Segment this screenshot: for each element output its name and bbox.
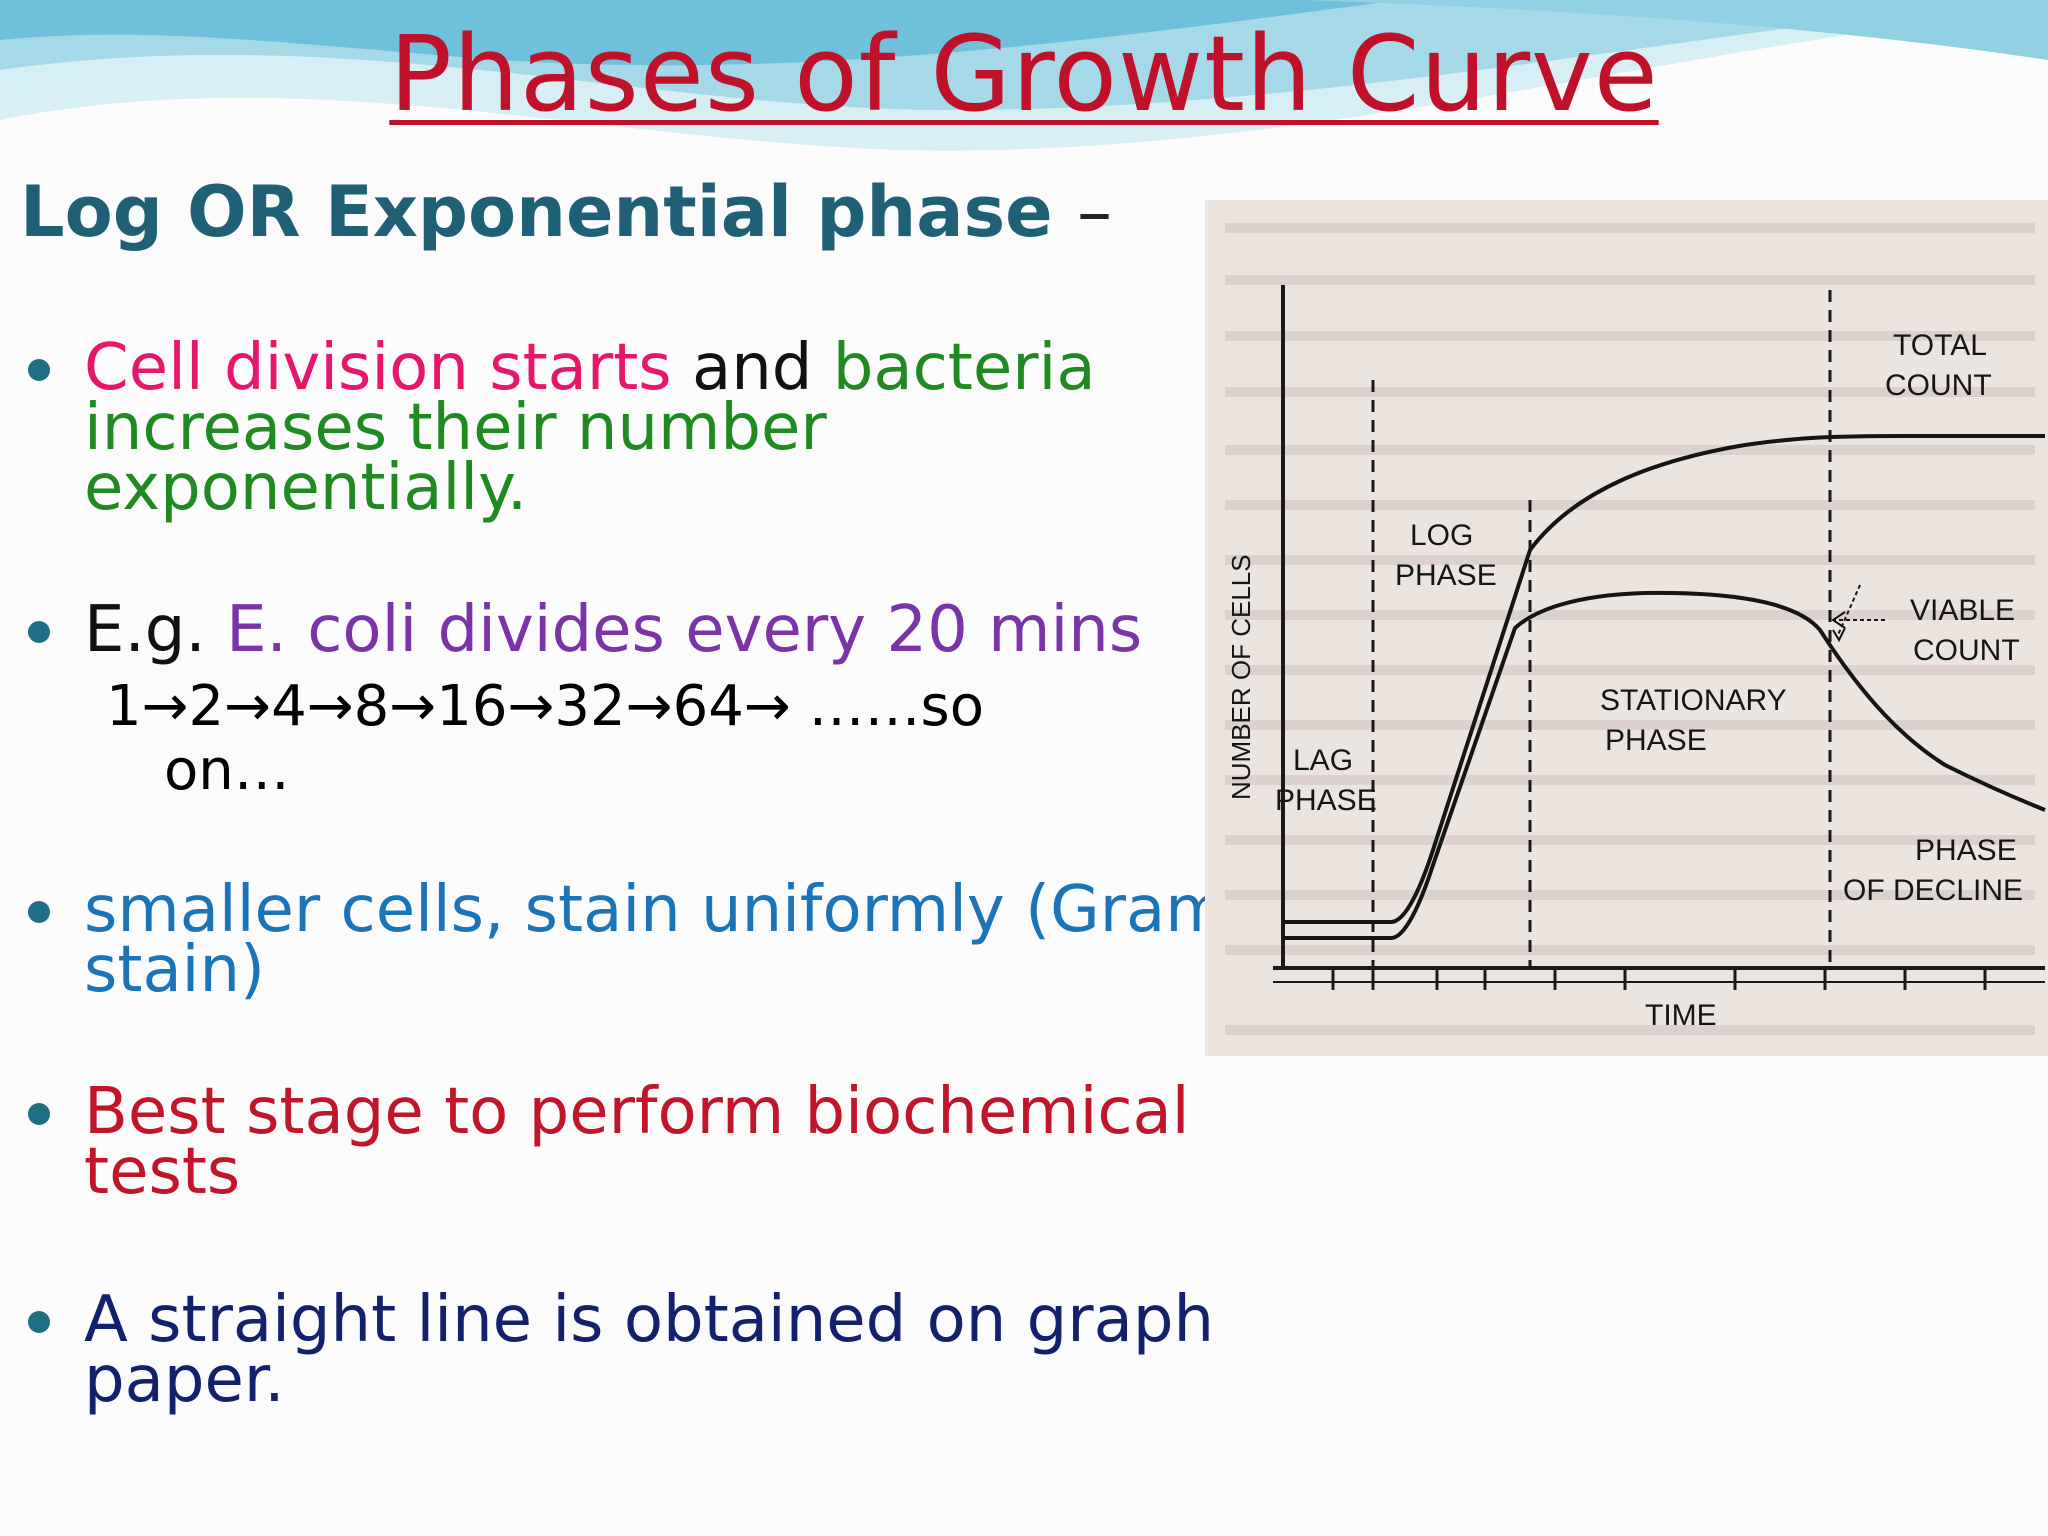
page-title-text: Phases of Growth Curve [389,13,1659,135]
total-count-arrowhead-icon [1832,627,1846,643]
phase-label-decline: PHASE [1915,834,2017,867]
phase-label-log-2: PHASE [1395,559,1497,592]
bullet-dot-icon [28,901,50,923]
bullet-span: E. coli divides every 20 mins [226,593,1143,667]
bullet-dot-icon [28,359,50,381]
section-heading-dash: – [1077,171,1113,253]
bullet-span: Cell division starts [84,331,672,405]
bullet-dot-icon [28,1311,50,1333]
phase-label-stationary-2: PHASE [1605,724,1707,757]
phase-label-decline-2: OF DECLINE [1843,874,2023,907]
bullet-text: Cell division starts and bacteria increa… [84,336,1096,520]
bullet-line: tests [84,1140,1190,1204]
bullet-text: smaller cells, stain uniformly (Gram sta… [84,878,1228,1002]
section-heading: Log OR Exponential phase – [20,172,1112,252]
phase-dividers [1371,290,1832,968]
y-axis-label: NUMBER OF CELLS [1226,554,1256,800]
curve-label-viable-2: COUNT [1913,634,2020,667]
phase-label-stationary: STATIONARY [1600,684,1787,717]
bullet-text: E.g. E. coli divides every 20 mins [84,598,1142,662]
bullet-span: smaller cells, stain uniformly (Gram [84,873,1228,947]
bullet-span: paper. [84,1343,285,1417]
bullet-line: E.g. E. coli divides every 20 mins [84,598,1142,662]
bullet-dot-icon [28,1103,50,1125]
phase-label-lag-2: PHASE [1275,784,1377,817]
header-wave-decoration [0,0,2048,151]
curve-label-total-2: COUNT [1885,369,1992,402]
bullet-span: and [671,331,833,405]
bullet-line: Best stage to perform biochemical [84,1080,1190,1144]
doubling-sequence: 1→2→4→8→16→32→64→ ……so [106,674,984,739]
bullet-line: stain) [84,938,1228,1002]
curve-label-total: TOTAL [1893,329,1987,362]
bullet-span: A straight line is obtained on graph [84,1283,1214,1357]
bullet-line: exponentially. [84,456,1096,520]
bullet-text: Best stage to perform biochemical tests [84,1080,1190,1204]
bullet-dot-icon [28,621,50,643]
bullet-span: bacteria [832,331,1096,405]
bullet-span: E.g. [84,593,227,667]
bullet-text: A straight line is obtained on graph pap… [84,1288,1214,1412]
x-axis-label: TIME [1645,999,1717,1032]
growth-curve-figure: NUMBER OF CELLS TIME LAG PHASE LOG PHASE… [1205,200,2048,1056]
bullet-line: smaller cells, stain uniformly (Gram [84,878,1228,942]
chart-axes [1273,285,2045,983]
bullet-line: A straight line is obtained on graph [84,1288,1214,1352]
doubling-sequence-end: on… [164,738,290,803]
bullet-line: Cell division starts and bacteria [84,336,1096,400]
bullet-span: increases their number [84,391,827,465]
growth-curve-diagram: NUMBER OF CELLS TIME LAG PHASE LOG PHASE… [1225,223,2046,1035]
page-title: Phases of Growth Curve [0,14,2048,134]
bullet-span: stain) [84,933,265,1007]
viable-count-arrowhead-icon [1831,611,1846,629]
phase-label-lag: LAG [1293,744,1353,777]
section-heading-text: Log OR Exponential phase [20,171,1053,253]
bullet-line: paper. [84,1348,1214,1412]
curve-label-viable: VIABLE [1910,594,2015,627]
scan-background-texture [1225,223,2035,1035]
bullet-span: Best stage to perform biochemical [84,1075,1190,1149]
phase-label-log: LOG [1410,519,1473,552]
bullet-line: increases their number [84,396,1096,460]
x-axis-ticks [1331,968,1987,990]
bullet-span: exponentially. [84,451,528,525]
viable-count-curve [1283,590,2046,940]
total-count-curve [1283,434,2045,924]
bullet-span: tests [84,1135,241,1209]
